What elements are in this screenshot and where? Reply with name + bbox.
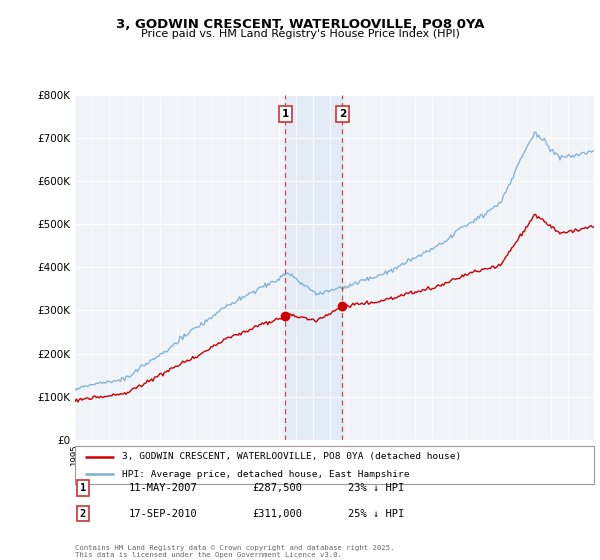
Bar (286, 95, 343, 440)
Text: 1: 1 (281, 109, 289, 119)
Text: 1: 1 (80, 483, 86, 493)
Text: HPI: Average price, detached house, East Hampshire: HPI: Average price, detached house, East… (122, 470, 409, 479)
Text: £287,500: £287,500 (252, 483, 302, 493)
Text: 3, GODWIN CRESCENT, WATERLOOVILLE, PO8 0YA: 3, GODWIN CRESCENT, WATERLOOVILLE, PO8 0… (116, 18, 484, 31)
Text: Contains HM Land Registry data © Crown copyright and database right 2025.
This d: Contains HM Land Registry data © Crown c… (75, 545, 394, 558)
Text: 2: 2 (80, 508, 86, 519)
Text: 23% ↓ HPI: 23% ↓ HPI (348, 483, 404, 493)
Text: 17-SEP-2010: 17-SEP-2010 (129, 508, 198, 519)
Text: 3, GODWIN CRESCENT, WATERLOOVILLE, PO8 0YA (detached house): 3, GODWIN CRESCENT, WATERLOOVILLE, PO8 0… (122, 452, 461, 461)
Text: 2: 2 (339, 109, 346, 119)
Text: 25% ↓ HPI: 25% ↓ HPI (348, 508, 404, 519)
Text: Price paid vs. HM Land Registry's House Price Index (HPI): Price paid vs. HM Land Registry's House … (140, 29, 460, 39)
Text: £311,000: £311,000 (252, 508, 302, 519)
Text: 11-MAY-2007: 11-MAY-2007 (129, 483, 198, 493)
